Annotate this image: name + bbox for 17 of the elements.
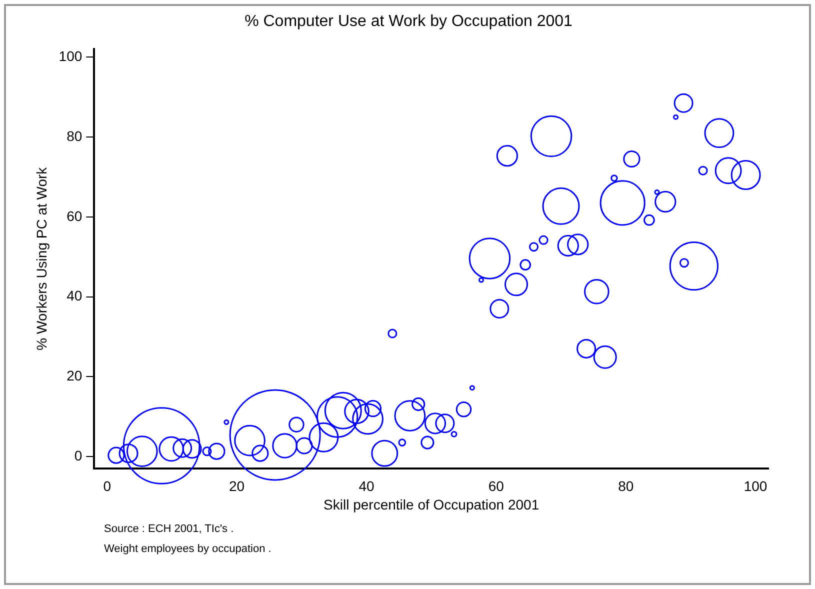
chart-title: % Computer Use at Work by Occupation 2001 xyxy=(244,13,573,30)
x-axis-title: Skill percentile of Occupation 2001 xyxy=(324,496,540,513)
x-tick-label: 80 xyxy=(618,478,634,494)
y-tick-label: 60 xyxy=(66,208,82,224)
x-tick-label: 0 xyxy=(103,478,112,494)
source-note: Source : ECH 2001, TIc's . xyxy=(104,522,235,537)
y-tick-label: 40 xyxy=(66,288,82,304)
y-tick-label: 0 xyxy=(74,447,82,464)
y-tick-label: 80 xyxy=(66,128,82,144)
y-tick-label: 100 xyxy=(58,48,82,64)
y-tick-label: 20 xyxy=(66,368,82,384)
x-tick-label: 100 xyxy=(744,478,768,494)
x-tick-label: 60 xyxy=(488,478,504,494)
text: Weight employees by occupation . xyxy=(104,542,272,557)
y-axis-title: % Workers Using PC at Work xyxy=(33,166,50,350)
x-tick-label: 40 xyxy=(358,478,374,494)
x-tick-label: 20 xyxy=(229,478,245,494)
